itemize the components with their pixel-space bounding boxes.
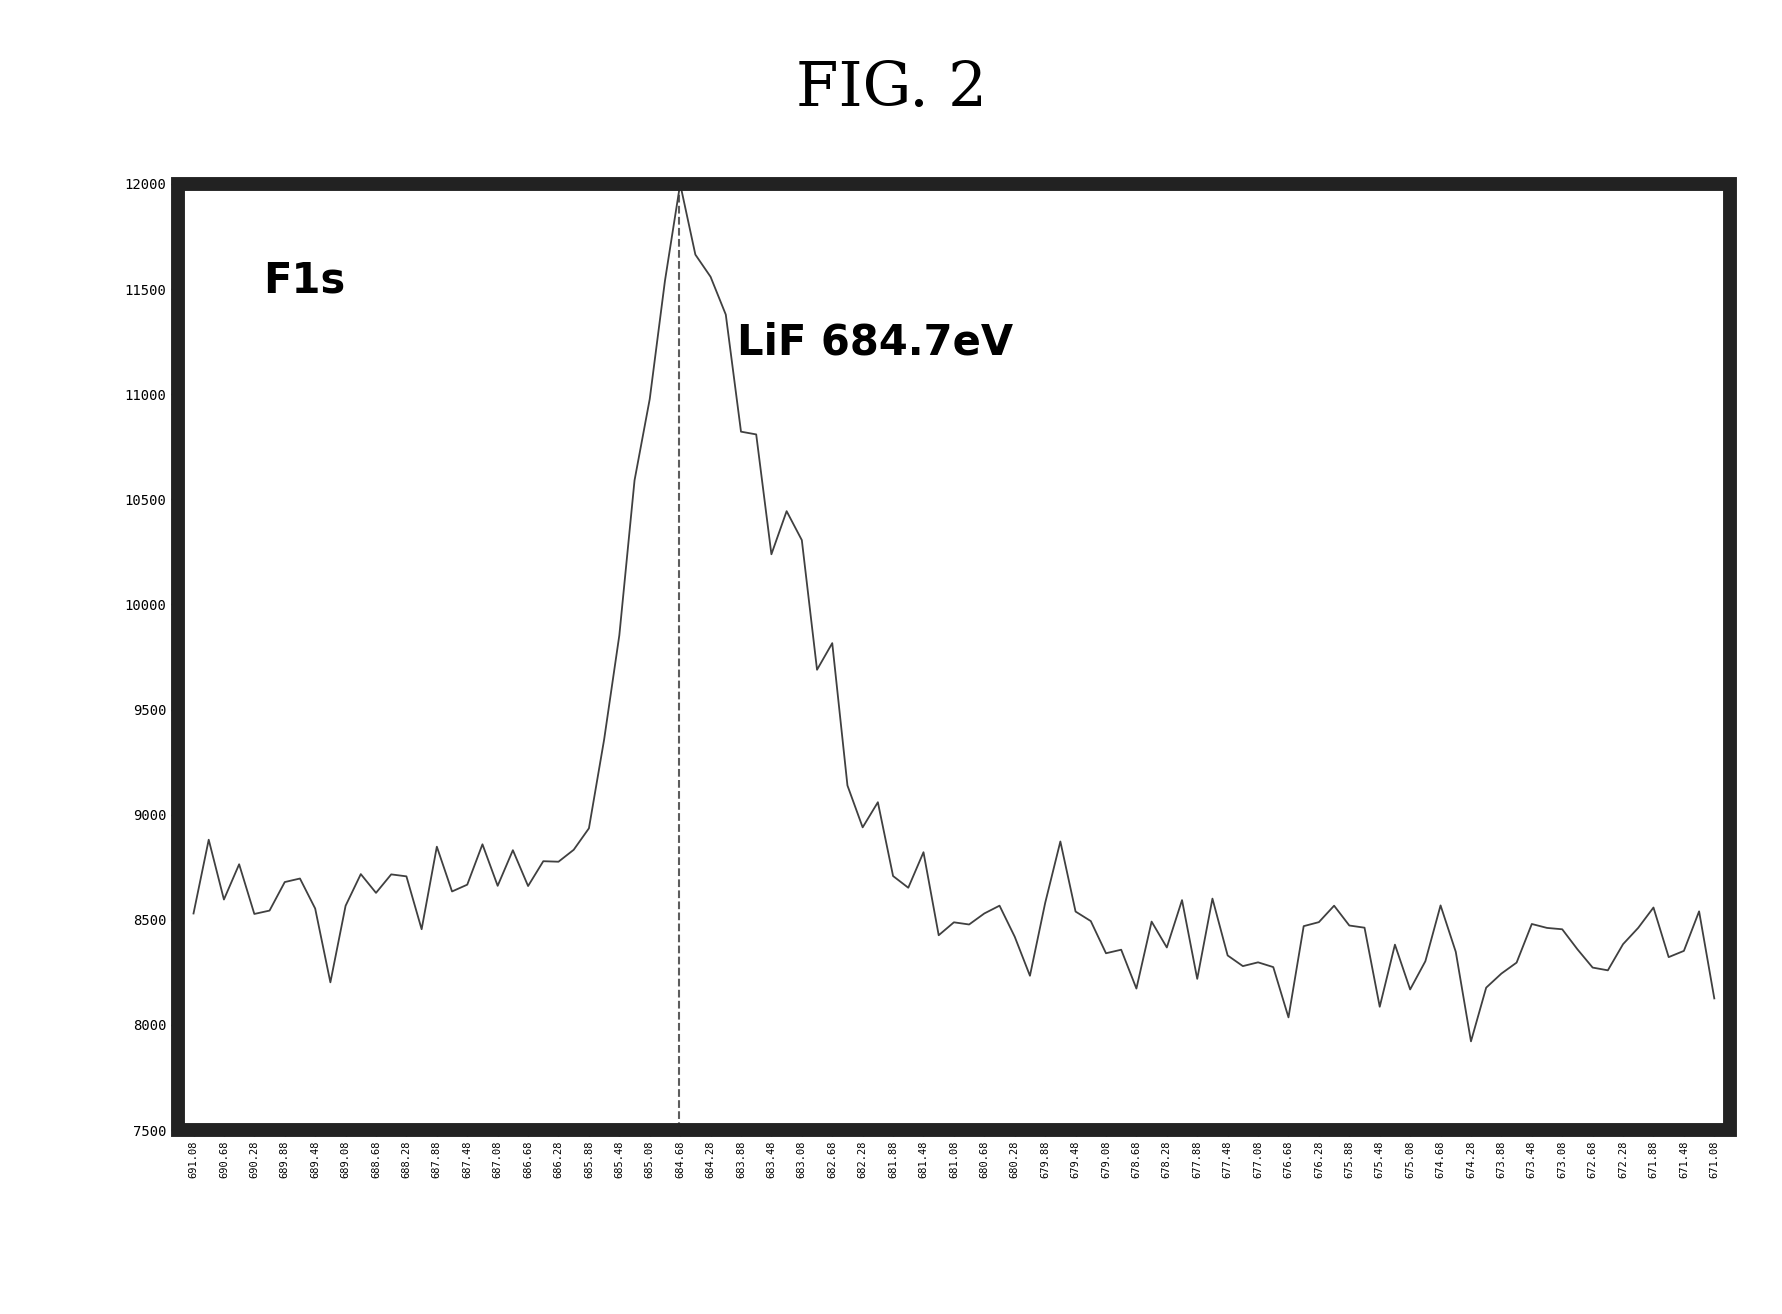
Bar (178, 184, 1729, 1130)
Text: F1s: F1s (264, 260, 346, 302)
Text: FIG. 2: FIG. 2 (795, 59, 987, 120)
Text: LiF 684.7eV: LiF 684.7eV (736, 321, 1012, 363)
